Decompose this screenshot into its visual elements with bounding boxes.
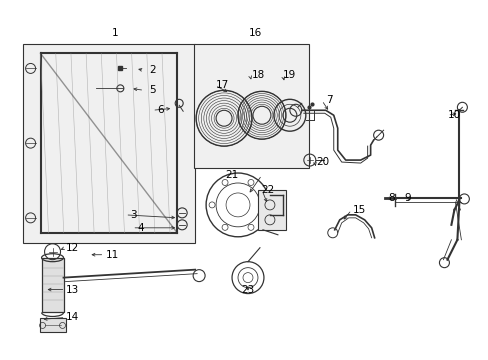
- Text: 10: 10: [447, 110, 460, 120]
- Bar: [258, 190, 285, 230]
- Text: 9: 9: [404, 193, 410, 203]
- Text: 17: 17: [215, 80, 228, 90]
- Text: 13: 13: [66, 284, 79, 294]
- Text: 19: 19: [283, 71, 296, 80]
- Text: 11: 11: [105, 250, 119, 260]
- Text: 4: 4: [137, 223, 143, 233]
- Bar: [194, 44, 308, 168]
- Text: 22: 22: [261, 185, 274, 195]
- Text: 3: 3: [130, 210, 136, 220]
- Text: 21: 21: [225, 170, 238, 180]
- Text: 15: 15: [352, 205, 366, 215]
- Text: 20: 20: [316, 157, 328, 167]
- Text: 23: 23: [241, 284, 254, 294]
- Text: 7: 7: [326, 95, 332, 105]
- Text: 18: 18: [251, 71, 264, 80]
- Bar: [41, 258, 63, 312]
- Text: 6: 6: [157, 105, 163, 115]
- Text: 1: 1: [112, 28, 119, 37]
- Text: 16: 16: [248, 28, 261, 37]
- Text: 2: 2: [149, 66, 155, 76]
- Text: 14: 14: [66, 312, 79, 323]
- Bar: [40, 319, 65, 332]
- Text: 8: 8: [387, 193, 394, 203]
- Text: 5: 5: [149, 85, 155, 95]
- Bar: [22, 44, 195, 243]
- Text: 12: 12: [66, 243, 79, 253]
